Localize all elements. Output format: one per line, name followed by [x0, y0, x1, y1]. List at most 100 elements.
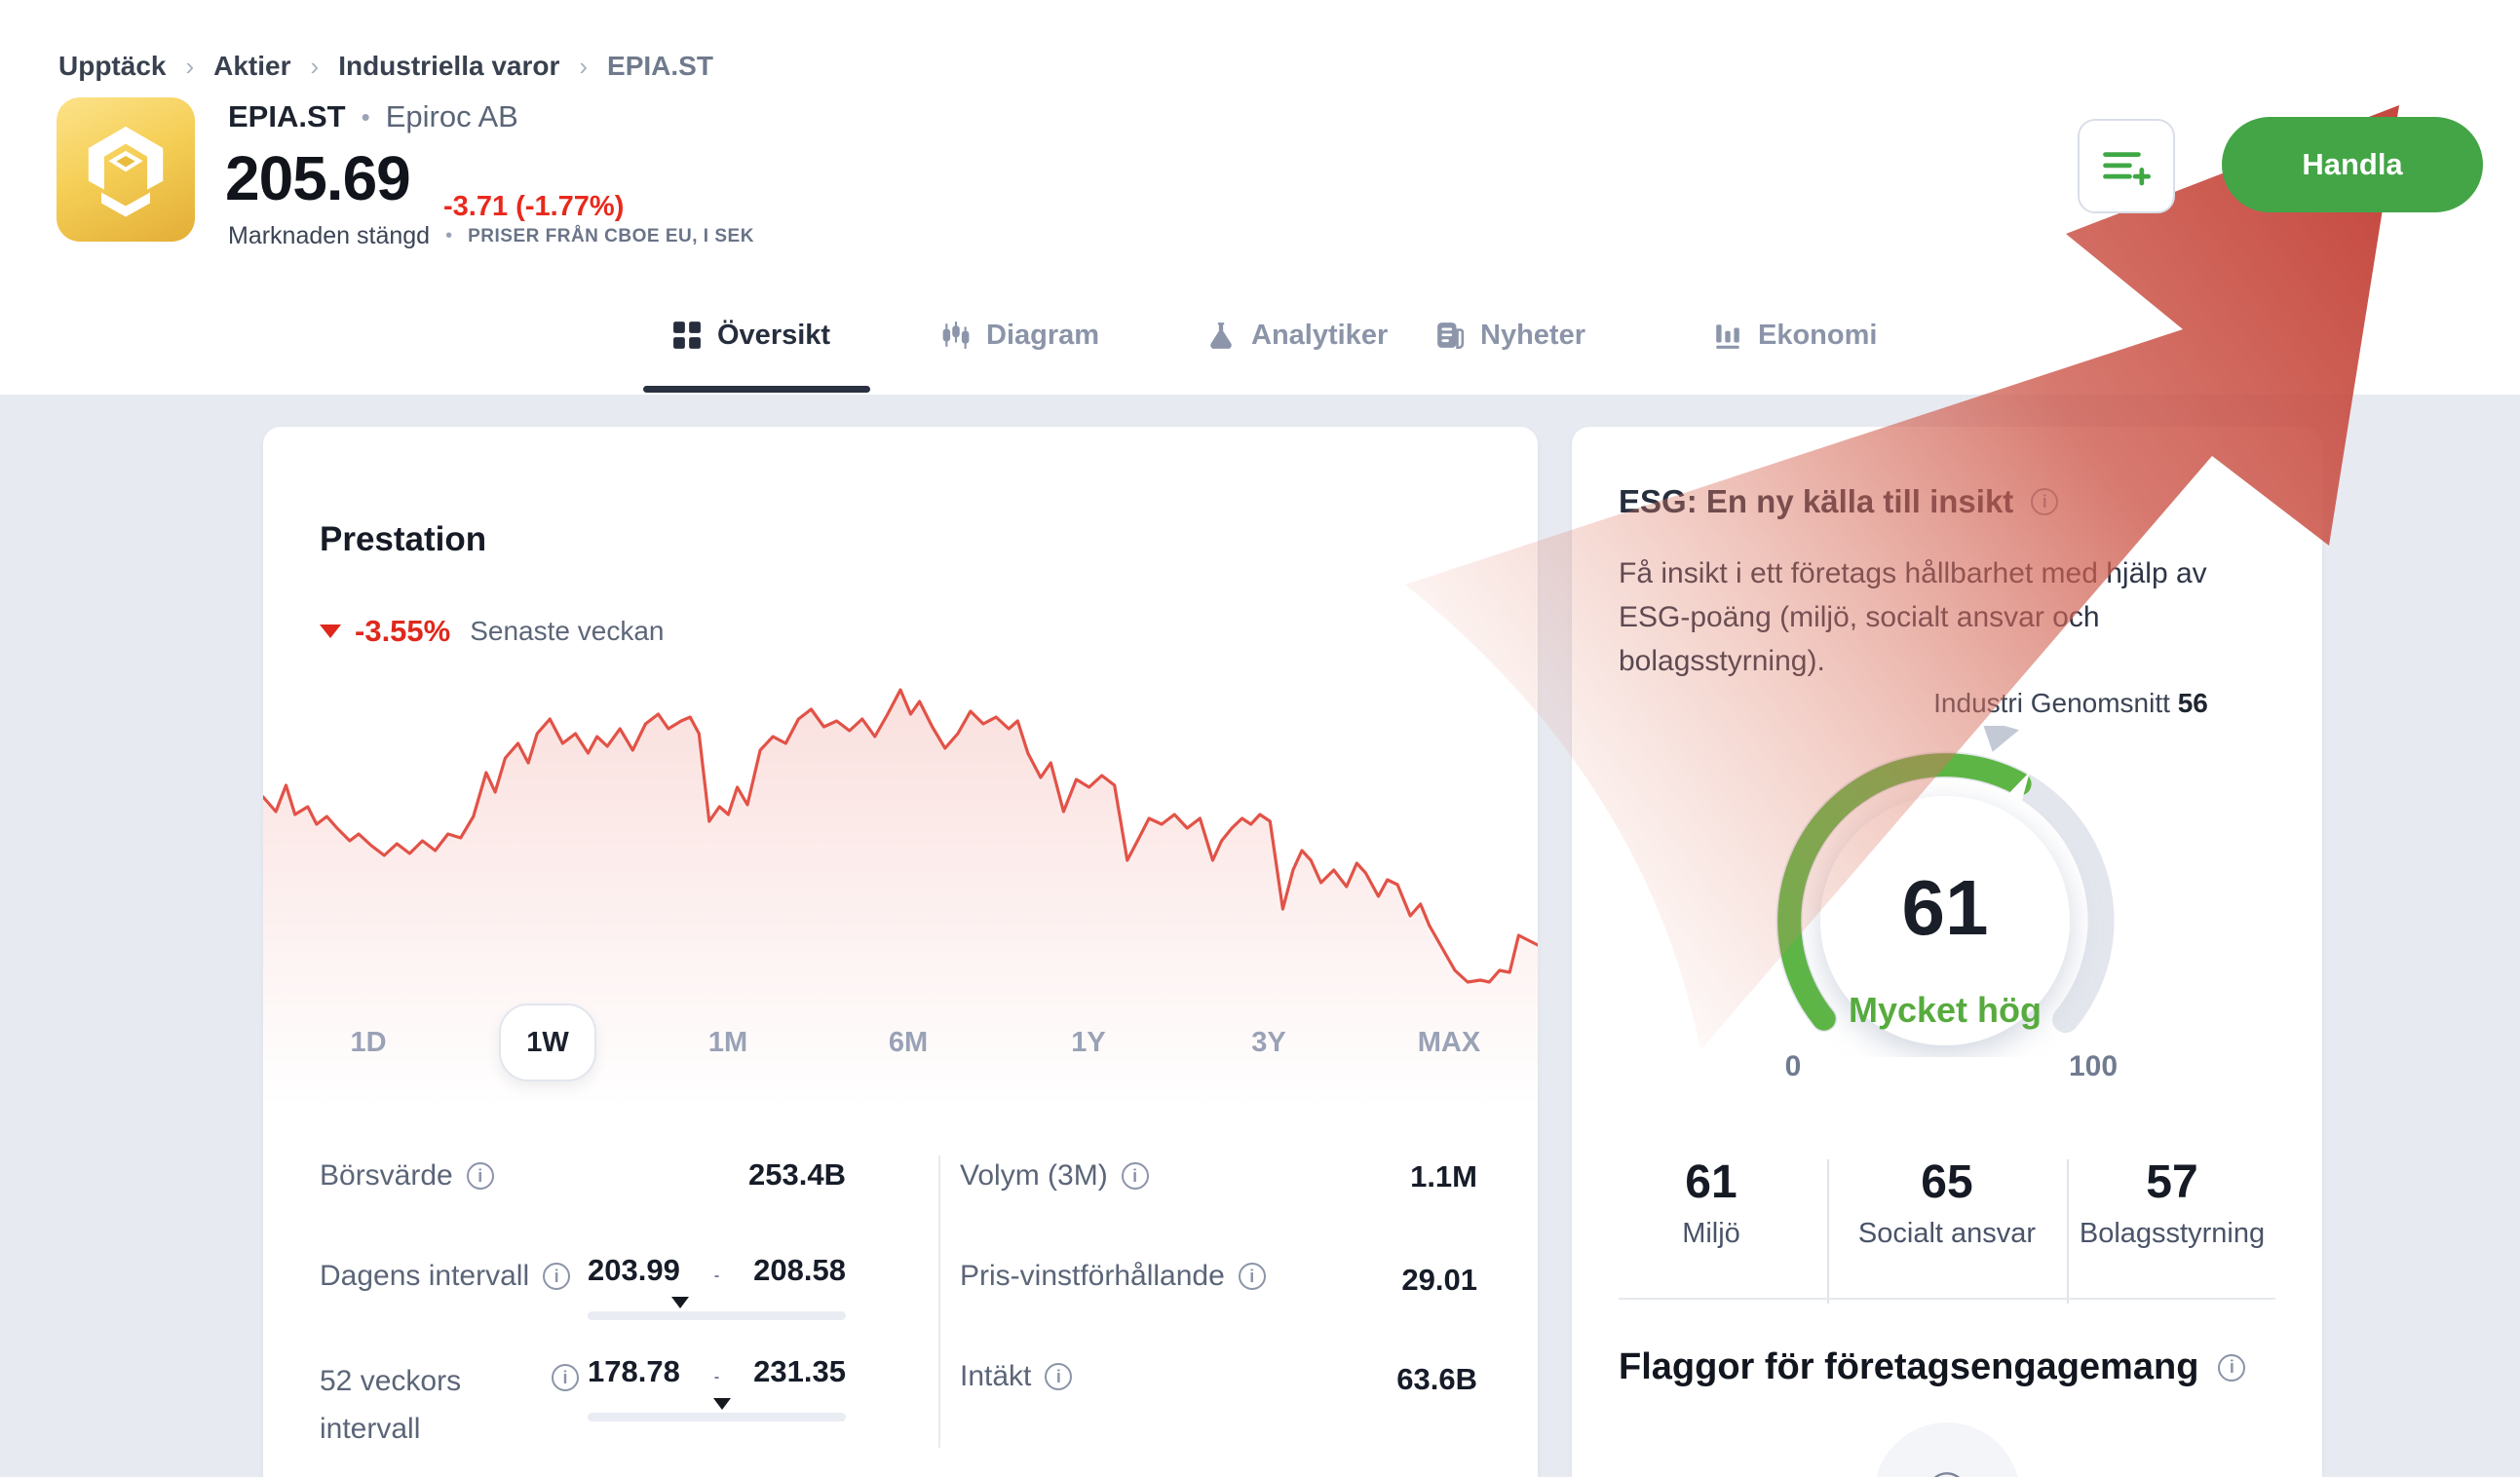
subscore-governance: 57 Bolagsstyrning [2069, 1155, 2275, 1250]
breadcrumb-discover[interactable]: Upptäck [58, 51, 167, 81]
price-sparkline-chart[interactable] [263, 661, 1538, 1109]
52w-range-marker [712, 1398, 731, 1410]
candlestick-chart-icon [942, 322, 970, 349]
info-icon[interactable]: i [1045, 1363, 1073, 1390]
stat-day-range-values: 203.99 - 208.58 [588, 1253, 846, 1288]
flag-icon-circle: ☢ [1874, 1422, 2020, 1477]
range-1m[interactable]: 1M [707, 1026, 748, 1058]
subscore-label: Miljö [1682, 1218, 1740, 1249]
price-change: -3.71 (-1.77%) [443, 191, 625, 222]
stat-52w-range-values: 178.78 - 231.35 [588, 1354, 846, 1389]
stat-market-cap-value: 253.4B [748, 1157, 846, 1192]
info-icon[interactable]: i [552, 1364, 579, 1391]
esg-card: ESG: En ny källa till insikt i Få insikt… [1572, 427, 2322, 1477]
day-range-bar [588, 1297, 846, 1320]
add-to-watchlist-button[interactable] [2078, 119, 2175, 213]
buy-button[interactable]: Handla [2222, 117, 2483, 212]
subscore-value: 61 [1685, 1156, 1737, 1208]
performance-card: Prestation -3.55% Senaste veckan 1D 1W 1… [263, 427, 1538, 1477]
52w-range-low: 178.78 [588, 1354, 680, 1388]
chevron-right-icon: › [579, 51, 589, 81]
label-text: 52 veckors intervall [320, 1365, 462, 1445]
info-icon[interactable]: i [2031, 488, 2059, 515]
range-3y[interactable]: 3Y [1251, 1026, 1286, 1058]
subscore-environment: 61 Miljö [1619, 1155, 1804, 1250]
epiroc-logo [57, 97, 195, 242]
stat-pe-value: 29.01 [1401, 1263, 1477, 1297]
price-source: PRISER FRÅN CBOE EU, I SEK [468, 225, 754, 246]
day-range-low: 203.99 [588, 1253, 680, 1287]
industry-average: Industri Genomsnitt 56 [1876, 688, 2266, 719]
performance-change-period: Senaste veckan [470, 616, 665, 646]
esg-section-divider [1619, 1298, 2275, 1300]
overview-grid-icon [673, 322, 701, 349]
subscore-value: 65 [1921, 1156, 1973, 1208]
breadcrumb-stocks[interactable]: Aktier [213, 51, 291, 81]
current-price: 205.69 [225, 143, 411, 213]
day-range-marker [671, 1297, 690, 1308]
info-icon[interactable]: i [1238, 1263, 1266, 1290]
performance-change-value: -3.55% [355, 614, 451, 648]
stat-volume-value: 1.1M [1410, 1159, 1477, 1193]
range-1w[interactable]: 1W [526, 1026, 569, 1058]
ticker-symbol: EPIA.ST [228, 99, 346, 133]
chart-area-fill [263, 690, 1538, 1107]
subscore-label: Bolagsstyrning [2079, 1218, 2266, 1249]
breadcrumb: Upptäck › Aktier › Industriella varor › … [58, 51, 713, 82]
label-text: Pris-vinstförhållande [960, 1260, 1225, 1292]
range-max[interactable]: MAX [1417, 1026, 1481, 1058]
52w-range-bar [588, 1398, 846, 1421]
range-dash: - [713, 1268, 720, 1284]
stat-volume-label: Volym (3M) i [960, 1159, 1149, 1193]
add-to-watchlist-icon [2103, 151, 2151, 185]
tab-financials[interactable]: Ekonomi [1713, 310, 1877, 360]
gauge-min-label: 0 [1784, 1050, 1802, 1082]
subscore-divider [2067, 1159, 2069, 1304]
breadcrumb-sector[interactable]: Industriella varor [338, 51, 560, 81]
market-status: Marknaden stängd [228, 222, 431, 249]
range-dash: - [713, 1369, 720, 1385]
radiation-icon: ☢ [1921, 1461, 1973, 1477]
stat-revenue-label: Intäkt i [960, 1360, 1073, 1393]
tab-overview[interactable]: Översikt [672, 310, 830, 360]
tab-chart[interactable]: Diagram [941, 310, 1099, 360]
day-range-high: 208.58 [753, 1253, 846, 1287]
chevron-right-icon: › [310, 51, 320, 81]
subscore-value: 57 [2146, 1156, 2198, 1208]
label-text: Intäkt [960, 1360, 1032, 1392]
tab-label: Översikt [717, 319, 831, 351]
range-1y[interactable]: 1Y [1071, 1026, 1106, 1058]
tab-news[interactable]: Nyheter [1435, 310, 1585, 360]
triangle-down-icon [320, 625, 341, 638]
subscore-divider [1827, 1159, 1829, 1304]
epiroc-logo-mark [88, 126, 164, 217]
range-6m[interactable]: 6M [888, 1026, 929, 1058]
52w-range-high: 231.35 [753, 1354, 846, 1388]
info-icon[interactable]: i [466, 1162, 494, 1190]
chevron-right-icon: › [185, 51, 195, 81]
range-1d[interactable]: 1D [350, 1026, 387, 1058]
flask-icon [1210, 322, 1232, 349]
market-status-row: Marknaden stängd • PRISER FRÅN CBOE EU, … [228, 222, 754, 250]
bullet-separator: • [445, 225, 453, 246]
tab-analysts[interactable]: Analytiker [1206, 310, 1388, 360]
industry-average-marker-icon [1981, 719, 2019, 752]
flags-title: Flaggor för företagsengagemang i [1619, 1346, 2246, 1388]
info-icon[interactable]: i [1121, 1162, 1149, 1190]
esg-title: ESG: En ny källa till insikt i [1619, 483, 2059, 520]
label-text: Börsvärde [320, 1159, 453, 1192]
info-icon[interactable]: i [2218, 1353, 2246, 1382]
stat-revenue-value: 63.6B [1396, 1362, 1477, 1396]
tab-label: Diagram [986, 319, 1100, 351]
stats-column-divider [938, 1155, 940, 1448]
tab-label: Analytiker [1251, 319, 1389, 351]
esg-title-text: ESG: En ny källa till insikt [1619, 483, 2014, 519]
industry-average-value: 56 [2177, 688, 2208, 718]
performance-title: Prestation [320, 520, 487, 558]
info-icon[interactable]: i [543, 1263, 571, 1290]
stat-day-range-label: Dagens intervall i [320, 1260, 571, 1293]
selected-range-pill [499, 1004, 596, 1081]
tab-label: Nyheter [1480, 319, 1585, 351]
news-icon [1437, 322, 1465, 350]
flags-title-text: Flaggor för företagsengagemang [1619, 1346, 2199, 1387]
